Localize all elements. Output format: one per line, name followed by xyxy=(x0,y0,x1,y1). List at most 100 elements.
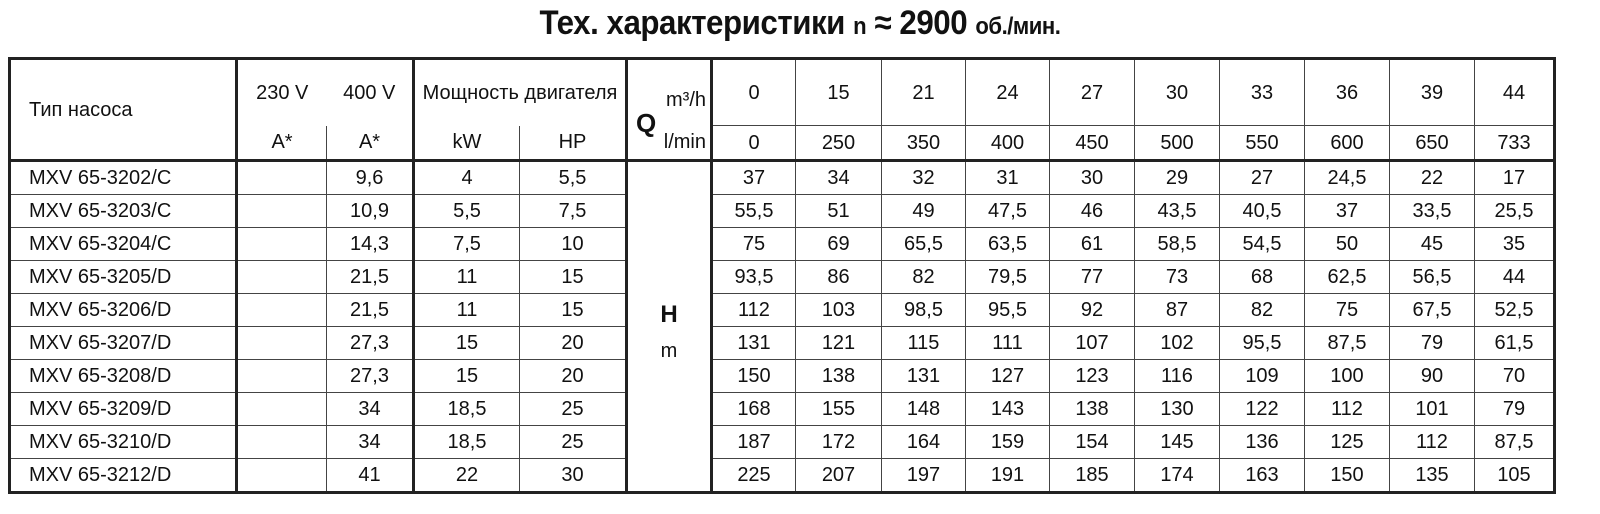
head-value-cell: 73 xyxy=(1134,260,1220,294)
head-value-cell: 92 xyxy=(1049,293,1135,327)
header-amp-230: A* xyxy=(236,125,327,162)
head-value-cell: 138 xyxy=(1049,392,1135,426)
flow-m3h-cell: 0 xyxy=(711,58,796,126)
pump-type-cell: MXV 65-3203/C xyxy=(9,194,238,228)
head-value-cell: 112 xyxy=(1389,425,1475,459)
flow-m3h-cell: 24 xyxy=(965,58,1050,126)
hp-cell: 20 xyxy=(519,326,628,360)
head-value-cell: 164 xyxy=(881,425,966,459)
head-value-cell: 95,5 xyxy=(965,293,1050,327)
head-value-cell: 100 xyxy=(1304,359,1390,393)
head-value-cell: 22 xyxy=(1389,160,1475,195)
amp-400-cell: 21,5 xyxy=(326,260,415,294)
head-value-cell: 150 xyxy=(1304,458,1390,493)
flow-m3h-cell: 44 xyxy=(1474,58,1555,126)
head-value-cell: 150 xyxy=(711,359,796,393)
amp-230-cell xyxy=(236,293,327,327)
head-value-cell: 109 xyxy=(1219,359,1305,393)
head-value-cell: 27 xyxy=(1219,160,1305,195)
header-kw: kW xyxy=(413,125,520,162)
head-value-cell: 121 xyxy=(795,326,882,360)
head-value-cell: 24,5 xyxy=(1304,160,1390,195)
hp-cell: 25 xyxy=(519,392,628,426)
amp-400-cell: 34 xyxy=(326,425,415,459)
hp-cell: 25 xyxy=(519,425,628,459)
q-label: Q xyxy=(636,108,657,138)
amp-400-cell: 10,9 xyxy=(326,194,415,228)
header-230v: 230 V xyxy=(236,58,327,126)
q-unit-m3h: m³/h xyxy=(666,89,706,111)
head-value-cell: 61,5 xyxy=(1474,326,1555,360)
hp-cell: 5,5 xyxy=(519,160,628,195)
amp-400-cell: 34 xyxy=(326,392,415,426)
head-value-cell: 123 xyxy=(1049,359,1135,393)
head-value-cell: 87,5 xyxy=(1474,425,1555,459)
kw-cell: 11 xyxy=(413,293,520,327)
title-n: n xyxy=(853,13,867,40)
head-value-cell: 69 xyxy=(795,227,882,261)
table-row: MXV 65-3203/C 10,9 5,5 7,5 55,5 51 49 47,5 46 43,… xyxy=(9,194,1555,228)
head-value-cell: 49 xyxy=(881,194,966,228)
head-value-cell: 185 xyxy=(1049,458,1135,493)
head-value-cell: 135 xyxy=(1389,458,1475,493)
pump-type-cell: MXV 65-3209/D xyxy=(9,392,238,426)
head-value-cell: 112 xyxy=(1304,392,1390,426)
kw-cell: 18,5 xyxy=(413,392,520,426)
pump-type-cell: MXV 65-3207/D xyxy=(9,326,238,360)
head-value-cell: 111 xyxy=(965,326,1050,360)
flow-lmin-cell: 650 xyxy=(1389,125,1475,162)
head-value-cell: 103 xyxy=(795,293,882,327)
flow-lmin-cell: 400 xyxy=(965,125,1050,162)
pump-type-cell: MXV 65-3212/D xyxy=(9,458,238,493)
head-value-cell: 90 xyxy=(1389,359,1475,393)
head-value-cell: 29 xyxy=(1134,160,1220,195)
amp-230-cell xyxy=(236,392,327,426)
flow-m3h-cell: 21 xyxy=(881,58,966,126)
head-value-cell: 87,5 xyxy=(1304,326,1390,360)
head-value-cell: 30 xyxy=(1049,160,1135,195)
head-value-cell: 79 xyxy=(1474,392,1555,426)
h-label: H xyxy=(660,300,678,328)
hp-cell: 20 xyxy=(519,359,628,393)
amp-230-cell xyxy=(236,326,327,360)
kw-cell: 15 xyxy=(413,326,520,360)
flow-m3h-cell: 15 xyxy=(795,58,882,126)
header-hp: HP xyxy=(519,125,628,162)
head-value-cell: 77 xyxy=(1049,260,1135,294)
flow-lmin-cell: 550 xyxy=(1219,125,1305,162)
header-400v: 400 V xyxy=(326,58,415,126)
head-value-cell: 63,5 xyxy=(965,227,1050,261)
head-value-cell: 112 xyxy=(711,293,796,327)
table-row: MXV 65-3208/D 27,3 15 20 150 138 131 127 123 116 1… xyxy=(9,359,1555,393)
head-value-cell: 159 xyxy=(965,425,1050,459)
head-value-cell: 37 xyxy=(1304,194,1390,228)
hp-cell: 10 xyxy=(519,227,628,261)
table-row: MXV 65-3209/D 34 18,5 25 168 155 148 143 138 130 1… xyxy=(9,392,1555,426)
head-value-cell: 225 xyxy=(711,458,796,493)
head-value-cell: 136 xyxy=(1219,425,1305,459)
head-value-cell: 207 xyxy=(795,458,882,493)
kw-cell: 15 xyxy=(413,359,520,393)
amp-230-cell xyxy=(236,194,327,228)
head-value-cell: 37 xyxy=(711,160,796,195)
head-value-cell: 75 xyxy=(711,227,796,261)
head-value-cell: 98,5 xyxy=(881,293,966,327)
head-value-cell: 44 xyxy=(1474,260,1555,294)
table-row: MXV 65-3212/D 41 22 30 225 207 197 191 185 174 163… xyxy=(9,458,1555,493)
head-value-cell: 154 xyxy=(1049,425,1135,459)
pump-type-cell: MXV 65-3202/C xyxy=(9,160,238,195)
head-value-cell: 17 xyxy=(1474,160,1555,195)
head-value-cell: 163 xyxy=(1219,458,1305,493)
head-value-cell: 131 xyxy=(881,359,966,393)
flow-lmin-cell: 350 xyxy=(881,125,966,162)
amp-400-cell: 27,3 xyxy=(326,359,415,393)
flow-lmin-cell: 450 xyxy=(1049,125,1135,162)
head-value-cell: 79,5 xyxy=(965,260,1050,294)
flow-lmin-cell: 600 xyxy=(1304,125,1390,162)
hp-cell: 15 xyxy=(519,293,628,327)
head-value-cell: 68 xyxy=(1219,260,1305,294)
flow-m3h-cell: 27 xyxy=(1049,58,1135,126)
hp-cell: 30 xyxy=(519,458,628,493)
head-value-cell: 50 xyxy=(1304,227,1390,261)
